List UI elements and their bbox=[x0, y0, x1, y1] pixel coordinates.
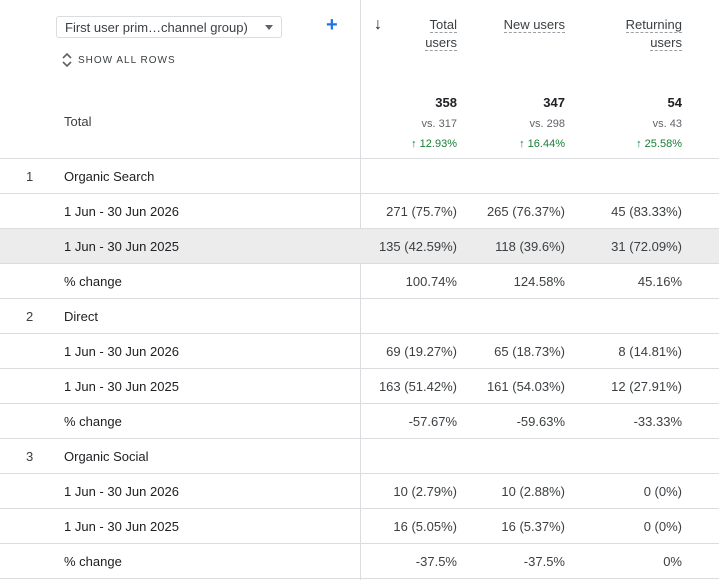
total-comparison: vs. 298 bbox=[529, 118, 565, 130]
total-value: 54 bbox=[667, 95, 682, 110]
total-users-summary: 358 vs. 317 ↑ 12.93% bbox=[411, 95, 457, 150]
row-label: 1 Jun - 30 Jun 2026 bbox=[64, 204, 179, 219]
row-label: % change bbox=[64, 274, 122, 289]
table-cell: -57.67% bbox=[408, 414, 457, 429]
table-cell: 45.16% bbox=[637, 274, 682, 289]
row-number: 2 bbox=[26, 309, 34, 324]
row-label: Organic Social bbox=[64, 449, 149, 464]
column-header-new-users[interactable]: New users bbox=[503, 17, 565, 33]
column-header-total-users[interactable]: Total users bbox=[425, 17, 457, 51]
dimension-select-label: First user prim…channel group) bbox=[65, 19, 248, 35]
total-comparison: vs. 43 bbox=[652, 118, 682, 130]
table-cell: 124.58% bbox=[513, 274, 565, 289]
table-cell: 0 (0%) bbox=[643, 484, 682, 499]
table-cell: 16 (5.37%) bbox=[501, 519, 565, 534]
table-cell: 12 (27.91%) bbox=[611, 379, 682, 394]
table-cell: 10 (2.79%) bbox=[393, 484, 457, 499]
table-cell: 100.74% bbox=[405, 274, 457, 289]
column-header-returning-users[interactable]: Returning users bbox=[625, 17, 682, 51]
table-row[interactable]: % change -57.67% -59.63% -33.33% bbox=[0, 404, 719, 439]
row-label: Direct bbox=[64, 309, 98, 324]
dimension-select[interactable]: First user prim…channel group) bbox=[56, 16, 282, 38]
sort-descending-icon[interactable]: ↓ bbox=[374, 16, 382, 33]
row-label: 1 Jun - 30 Jun 2025 bbox=[64, 239, 179, 254]
returning-users-summary: 54 vs. 43 ↑ 25.58% bbox=[636, 95, 682, 150]
total-value: 347 bbox=[543, 95, 565, 110]
table-cell: 10 (2.88%) bbox=[501, 484, 565, 499]
table-cell: -33.33% bbox=[633, 414, 682, 429]
row-number: 3 bbox=[26, 449, 34, 464]
table-cell: 163 (51.42%) bbox=[378, 379, 457, 394]
table-group-row[interactable]: 1 Organic Search bbox=[0, 158, 719, 194]
table-cell: -37.5% bbox=[523, 554, 565, 569]
row-label: % change bbox=[64, 554, 122, 569]
table-cell: 65 (18.73%) bbox=[494, 344, 565, 359]
row-label: 1 Jun - 30 Jun 2026 bbox=[64, 484, 179, 499]
table-row[interactable]: 1 Jun - 30 Jun 2026 10 (2.79%) 10 (2.88%) 0… bbox=[0, 474, 719, 509]
table-cell: 69 (19.27%) bbox=[386, 344, 457, 359]
row-label: Organic Search bbox=[64, 169, 155, 184]
row-label: 1 Jun - 30 Jun 2025 bbox=[64, 519, 179, 534]
table-cell: 16 (5.05%) bbox=[393, 519, 457, 534]
show-all-rows-button[interactable]: SHOW ALL ROWS bbox=[62, 53, 176, 67]
expand-collapse-icon bbox=[62, 53, 72, 67]
table-cell: 0% bbox=[663, 554, 682, 569]
table-row[interactable]: 1 Jun - 30 Jun 2025 135 (42.59%) 118 (39.6… bbox=[0, 229, 719, 264]
total-row-label: Total bbox=[64, 114, 92, 129]
table-cell: 45 (83.33%) bbox=[611, 204, 682, 219]
table-row[interactable]: 1 Jun - 30 Jun 2025 163 (51.42%) 161 (54.0… bbox=[0, 369, 719, 404]
total-value: 358 bbox=[435, 95, 457, 110]
table-row[interactable]: % change 100.74% 124.58% 45.16% bbox=[0, 264, 719, 299]
row-number: 1 bbox=[26, 169, 34, 184]
table-cell: 0 (0%) bbox=[643, 519, 682, 534]
table-cell: 265 (76.37%) bbox=[486, 204, 565, 219]
table-cell: 161 (54.03%) bbox=[486, 379, 565, 394]
new-users-summary: 347 vs. 298 ↑ 16.44% bbox=[519, 95, 565, 150]
total-change: ↑ 25.58% bbox=[636, 138, 682, 150]
total-change: ↑ 16.44% bbox=[519, 138, 565, 150]
table-cell: 8 (14.81%) bbox=[618, 344, 682, 359]
table-row[interactable]: 1 Jun - 30 Jun 2025 16 (5.05%) 16 (5.37%) 0… bbox=[0, 509, 719, 544]
row-label: % change bbox=[64, 414, 122, 429]
table-cell: 271 (75.7%) bbox=[386, 204, 457, 219]
column-divider bbox=[360, 0, 361, 580]
table-cell: 135 (42.59%) bbox=[378, 239, 457, 254]
add-dimension-button[interactable]: + bbox=[326, 14, 338, 36]
table-row[interactable]: % change -37.5% -37.5% 0% bbox=[0, 544, 719, 579]
show-all-rows-label: SHOW ALL ROWS bbox=[78, 54, 176, 66]
row-label: 1 Jun - 30 Jun 2025 bbox=[64, 379, 179, 394]
total-change: ↑ 12.93% bbox=[411, 138, 457, 150]
table-cell: 31 (72.09%) bbox=[611, 239, 682, 254]
row-label: 1 Jun - 30 Jun 2026 bbox=[64, 344, 179, 359]
table-group-row[interactable]: 3 Organic Social bbox=[0, 439, 719, 474]
table-cell: -37.5% bbox=[415, 554, 457, 569]
data-table: 1 Organic Search 1 Jun - 30 Jun 2026 271 (7… bbox=[0, 158, 719, 579]
table-cell: -59.63% bbox=[516, 414, 565, 429]
table-row[interactable]: 1 Jun - 30 Jun 2026 271 (75.7%) 265 (76.37… bbox=[0, 194, 719, 229]
table-group-row[interactable]: 2 Direct bbox=[0, 299, 719, 334]
table-row[interactable]: 1 Jun - 30 Jun 2026 69 (19.27%) 65 (18.73%… bbox=[0, 334, 719, 369]
total-comparison: vs. 317 bbox=[421, 118, 457, 130]
table-cell: 118 (39.6%) bbox=[495, 239, 565, 254]
dropdown-caret-icon bbox=[265, 24, 273, 30]
